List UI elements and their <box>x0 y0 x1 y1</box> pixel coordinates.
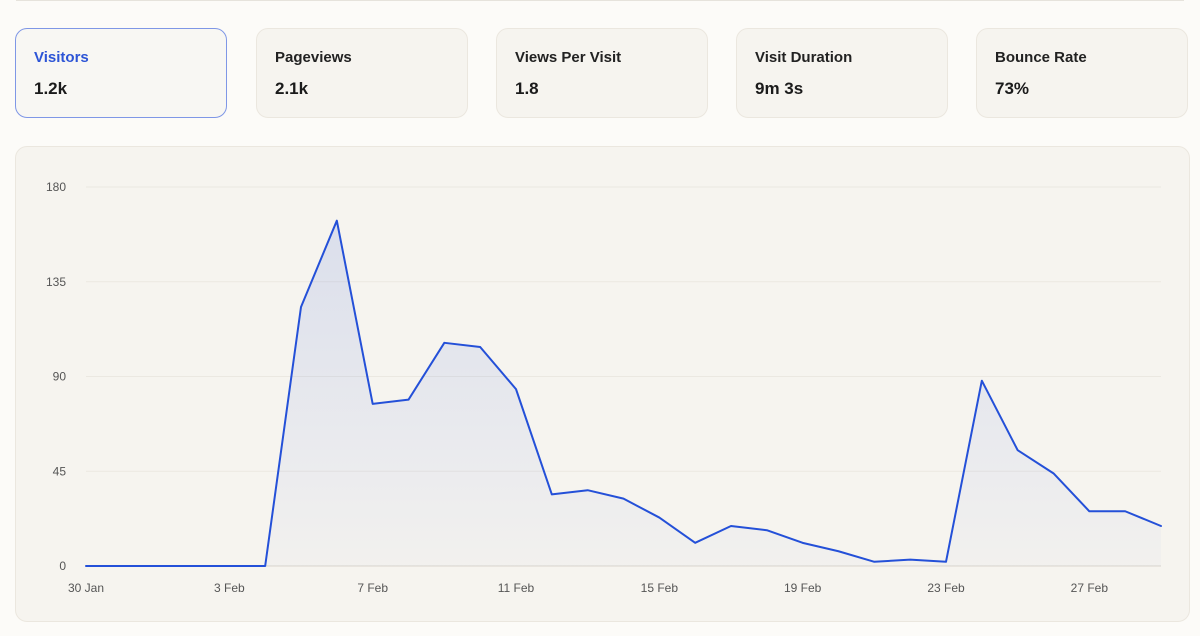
data-point[interactable]: 2 Feb: 0 <box>188 560 200 572</box>
data-point[interactable]: 25 Feb: 55 <box>1012 444 1024 456</box>
data-point[interactable]: 12 Feb: 34 <box>546 488 558 500</box>
y-tick-label: 90 <box>53 370 67 384</box>
x-tick-label: 7 Feb <box>357 581 388 595</box>
stat-value: 1.2k <box>34 79 68 98</box>
y-tick-label: 45 <box>53 464 67 478</box>
visitors-chart-panel: 0 45 90 135 180 30 Jan 3 Feb 7 Feb 11 Feb 15 Feb… <box>15 146 1190 622</box>
stat-label: Visitors <box>34 49 89 66</box>
y-tick-label: 180 <box>46 180 66 194</box>
y-tick-label: 135 <box>46 275 66 289</box>
data-point[interactable]: 18 Feb: 17 <box>761 524 773 536</box>
data-point[interactable]: 24 Feb: 88 <box>976 375 988 387</box>
series-area-fill <box>86 220 1161 566</box>
data-point[interactable]: 10 Feb: 104 <box>474 341 486 353</box>
data-point[interactable]: 16 Feb: 11 <box>689 537 701 549</box>
top-divider <box>16 0 1184 1</box>
data-point[interactable]: 6 Feb: 164 <box>331 215 343 227</box>
data-point[interactable]: 8 Feb: 79 <box>403 394 415 406</box>
stat-card-views-per-visit[interactable]: Views Per Visit 1.8 <box>496 28 708 118</box>
stat-value: 9m 3s <box>755 79 804 98</box>
x-tick-label: 11 Feb <box>498 581 535 595</box>
stat-label: Bounce Rate <box>995 49 1087 66</box>
x-tick-label: 30 Jan <box>68 581 104 595</box>
visitors-chart[interactable]: 0 45 90 135 180 30 Jan 3 Feb 7 Feb 11 Feb 15 Feb… <box>16 147 1191 623</box>
data-point[interactable]: 11 Feb: 84 <box>510 383 522 395</box>
stat-value: 2.1k <box>275 79 309 98</box>
data-point[interactable]: 4 Feb: 0 <box>259 560 271 572</box>
data-point[interactable]: 14 Feb: 32 <box>618 493 630 505</box>
stats-row: Visitors 1.2k Pageviews 2.1k Views Per V… <box>15 28 1190 120</box>
data-point[interactable]: 17 Feb: 19 <box>725 520 737 532</box>
series-line-visitors <box>85 219 1162 567</box>
stat-value: 73% <box>995 79 1030 98</box>
y-tick-label: 0 <box>59 559 66 573</box>
data-point[interactable]: 31 Jan: 0 <box>116 560 128 572</box>
series-visitors: 30 Jan: 0 31 Jan: 0 1 Feb: 0 2 Feb: 0 3 Feb:… <box>80 215 1167 572</box>
stat-label: Views Per Visit <box>515 49 622 66</box>
data-point[interactable]: 13 Feb: 36 <box>582 484 594 496</box>
data-point[interactable]: 7 Feb: 77 <box>367 398 379 410</box>
x-tick-label: 27 Feb <box>1071 581 1109 595</box>
x-tick-label: 23 Feb <box>927 581 965 595</box>
x-tick-label: 15 Feb <box>641 581 679 595</box>
data-point[interactable]: 21 Feb: 2 <box>868 556 880 568</box>
data-point[interactable]: 15 Feb: 23 <box>653 512 665 524</box>
y-axis-ticks: 0 45 90 135 180 <box>46 180 66 573</box>
stat-card-visitors[interactable]: Visitors 1.2k <box>15 28 227 118</box>
data-point[interactable]: 20 Feb: 7 <box>833 545 845 557</box>
data-point[interactable]: 29 Feb: 19 <box>1155 520 1167 532</box>
data-point[interactable]: 22 Feb: 3 <box>904 554 916 566</box>
stat-label: Visit Duration <box>755 49 853 66</box>
data-point[interactable]: 9 Feb: 106 <box>438 337 450 349</box>
x-axis-ticks: 30 Jan 3 Feb 7 Feb 11 Feb 15 Feb 19 Feb 23 Feb… <box>68 581 1108 595</box>
data-point[interactable]: 28 Feb: 26 <box>1119 505 1131 517</box>
data-point[interactable]: 27 Feb: 26 <box>1083 505 1095 517</box>
x-tick-label: 19 Feb <box>784 581 822 595</box>
data-point[interactable]: 30 Jan: 0 <box>80 560 92 572</box>
data-point[interactable]: 5 Feb: 123 <box>295 301 307 313</box>
x-tick-label: 3 Feb <box>214 581 245 595</box>
data-point[interactable]: 26 Feb: 44 <box>1048 467 1060 479</box>
stat-card-bounce-rate[interactable]: Bounce Rate 73% <box>976 28 1188 118</box>
stat-card-pageviews[interactable]: Pageviews 2.1k <box>256 28 468 118</box>
data-point[interactable]: 19 Feb: 11 <box>797 537 809 549</box>
stat-card-visit-duration[interactable]: Visit Duration 9m 3s <box>736 28 948 118</box>
stat-value: 1.8 <box>515 79 539 98</box>
data-point[interactable]: 3 Feb: 0 <box>223 560 235 572</box>
data-point[interactable]: 23 Feb: 2 <box>940 556 952 568</box>
data-point[interactable]: 1 Feb: 0 <box>152 560 164 572</box>
stat-label: Pageviews <box>275 49 352 66</box>
